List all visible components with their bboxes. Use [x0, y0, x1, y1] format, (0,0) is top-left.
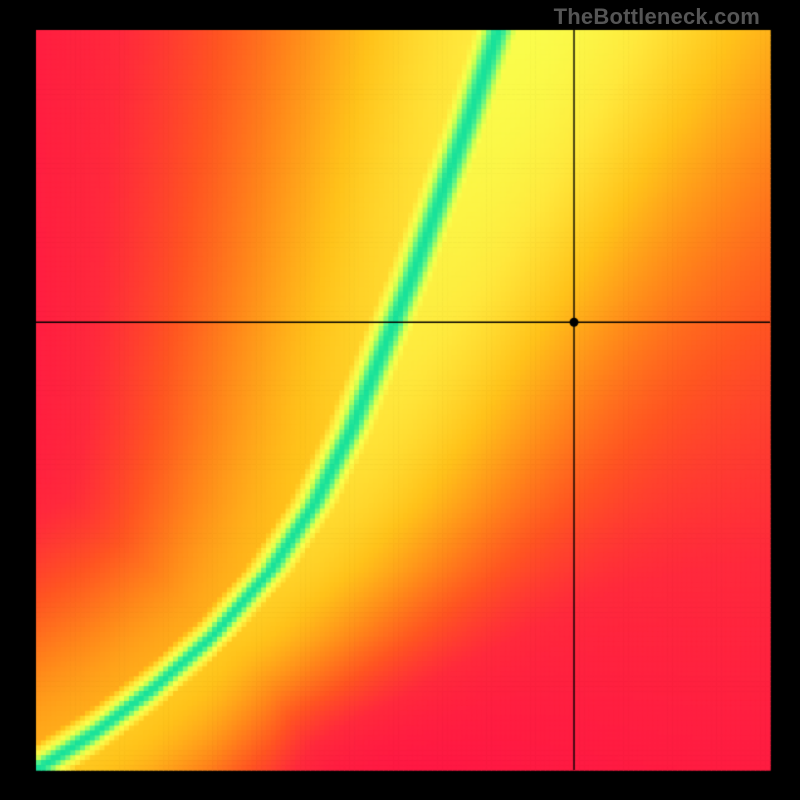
bottleneck-heatmap — [0, 0, 800, 800]
watermark-text: TheBottleneck.com — [554, 4, 760, 30]
